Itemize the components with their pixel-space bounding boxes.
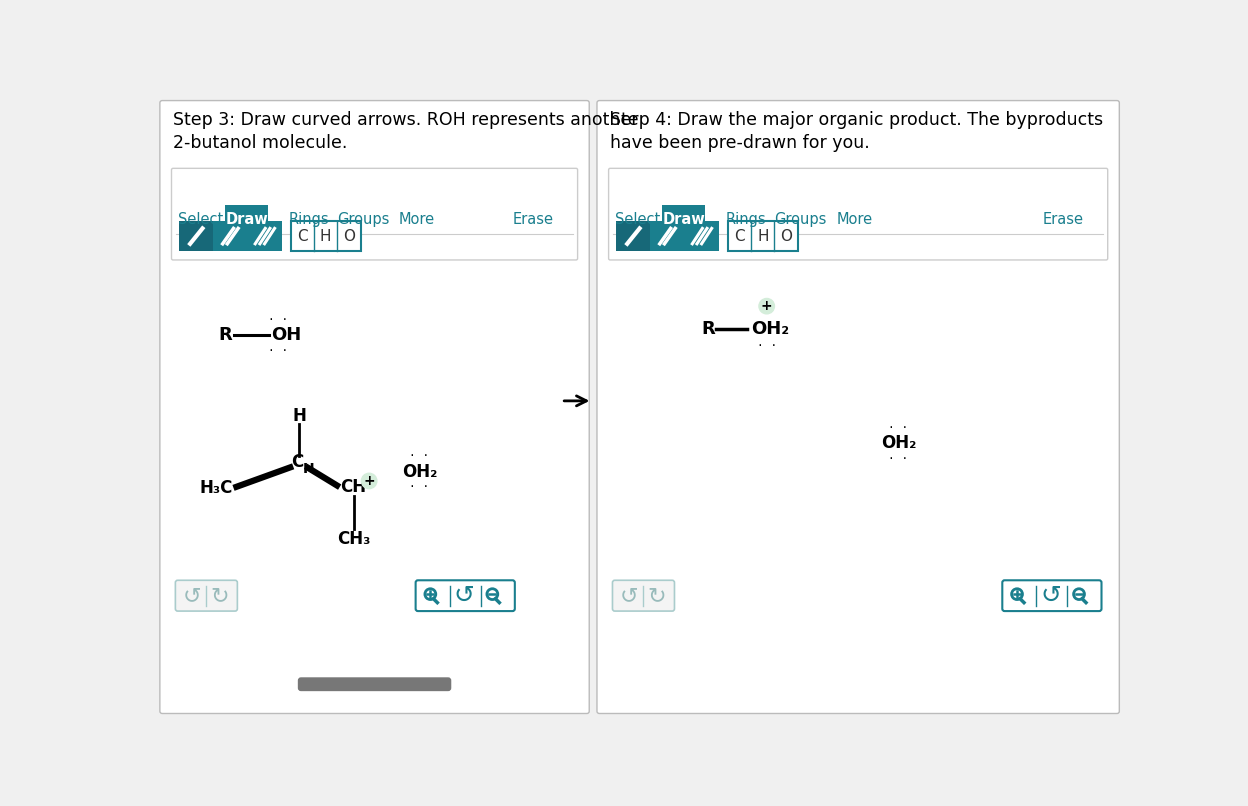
Text: Erase: Erase	[513, 212, 554, 226]
Text: 2-butanol molecule.: 2-butanol molecule.	[173, 134, 347, 152]
Text: Rings: Rings	[725, 212, 766, 226]
Text: More: More	[399, 212, 436, 226]
Text: H: H	[319, 229, 332, 243]
Text: O: O	[780, 229, 792, 243]
Text: OH₂: OH₂	[881, 434, 916, 452]
FancyBboxPatch shape	[176, 580, 237, 611]
FancyBboxPatch shape	[685, 221, 719, 251]
Circle shape	[759, 298, 775, 314]
Text: H: H	[292, 407, 306, 426]
Text: O: O	[343, 229, 354, 243]
FancyBboxPatch shape	[728, 221, 797, 251]
Text: H: H	[303, 463, 314, 476]
Text: More: More	[836, 212, 872, 226]
Text: · ·: · ·	[889, 454, 909, 463]
Text: Select: Select	[177, 212, 223, 226]
Text: Groups: Groups	[774, 212, 826, 226]
Text: R: R	[218, 326, 232, 344]
Text: Erase: Erase	[1043, 212, 1085, 226]
Text: ↻: ↻	[648, 586, 666, 605]
Text: ↺: ↺	[182, 586, 201, 605]
Text: · ·: · ·	[409, 451, 429, 461]
Text: OH₂: OH₂	[402, 463, 437, 480]
Text: have been pre-drawn for you.: have been pre-drawn for you.	[610, 134, 870, 152]
Text: Groups: Groups	[337, 212, 389, 226]
FancyBboxPatch shape	[609, 168, 1108, 260]
Text: ↺: ↺	[1041, 584, 1062, 608]
Text: Draw: Draw	[663, 212, 705, 226]
FancyBboxPatch shape	[247, 221, 282, 251]
FancyBboxPatch shape	[298, 677, 452, 692]
Text: Step 4: Draw the major organic product. The byproducts: Step 4: Draw the major organic product. …	[610, 110, 1103, 129]
Text: C: C	[734, 229, 745, 243]
FancyBboxPatch shape	[160, 101, 589, 713]
Text: Draw: Draw	[226, 212, 268, 226]
Text: H₃C: H₃C	[200, 479, 233, 496]
FancyBboxPatch shape	[1002, 580, 1102, 611]
FancyBboxPatch shape	[180, 221, 213, 251]
Text: Select: Select	[615, 212, 660, 226]
FancyBboxPatch shape	[597, 101, 1119, 713]
Circle shape	[362, 473, 377, 488]
Text: · ·: · ·	[268, 346, 288, 355]
Text: ↻: ↻	[210, 586, 228, 605]
Text: R: R	[701, 320, 715, 339]
FancyBboxPatch shape	[650, 221, 685, 251]
Text: · ·: · ·	[889, 423, 909, 433]
Text: +: +	[761, 299, 773, 314]
FancyBboxPatch shape	[617, 221, 650, 251]
FancyBboxPatch shape	[613, 580, 674, 611]
Text: CH₃: CH₃	[337, 530, 371, 548]
FancyBboxPatch shape	[225, 206, 268, 233]
FancyBboxPatch shape	[171, 168, 578, 260]
FancyBboxPatch shape	[291, 221, 361, 251]
Text: C: C	[297, 229, 308, 243]
Text: OH₂: OH₂	[751, 320, 790, 339]
FancyBboxPatch shape	[663, 206, 705, 233]
Text: C: C	[291, 454, 303, 472]
Text: ↺: ↺	[619, 586, 638, 605]
Text: CH: CH	[341, 478, 367, 496]
Text: Rings: Rings	[288, 212, 329, 226]
Text: · ·: · ·	[756, 341, 776, 351]
Text: OH: OH	[271, 326, 301, 344]
Text: +: +	[363, 474, 374, 488]
FancyBboxPatch shape	[213, 221, 247, 251]
Text: H: H	[758, 229, 769, 243]
Text: · ·: · ·	[268, 315, 288, 325]
Text: ↺: ↺	[454, 584, 475, 608]
Text: · ·: · ·	[409, 482, 429, 492]
Text: Step 3: Draw curved arrows. ROH represents another: Step 3: Draw curved arrows. ROH represen…	[173, 110, 639, 129]
FancyBboxPatch shape	[416, 580, 515, 611]
